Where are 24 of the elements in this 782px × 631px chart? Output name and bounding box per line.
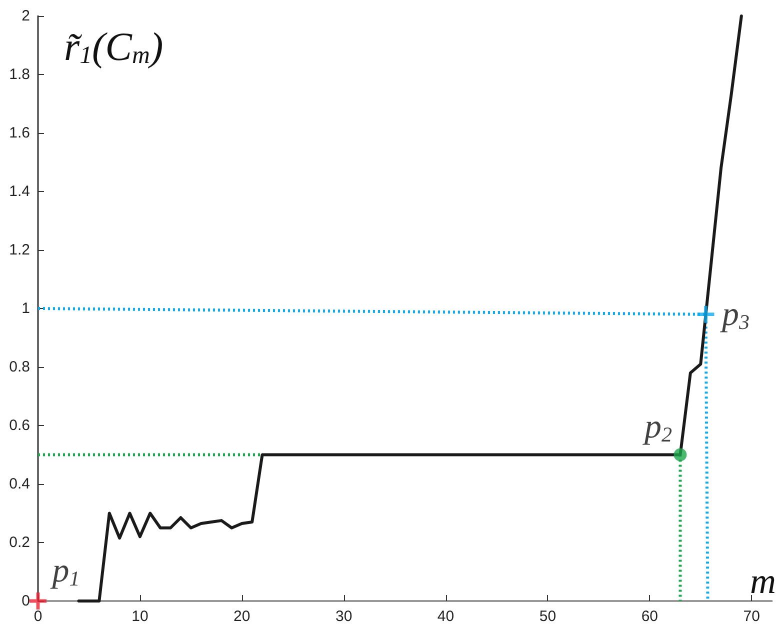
y-axis-title: r̃1(Cm) (64, 24, 164, 69)
y-tick-label: 1.2 (9, 242, 30, 258)
point (30, 592, 46, 610)
x-tick-label: 10 (132, 608, 148, 625)
point (697, 306, 714, 323)
point (674, 448, 687, 462)
x-tick-label: 30 (335, 608, 352, 625)
x-tick-label: 0 (34, 608, 42, 625)
y-tick-label: 0 (22, 592, 30, 610)
x-tick-label: 70 (743, 608, 760, 625)
x-tick-label: 50 (539, 608, 556, 625)
y-tick-label: 2 (22, 8, 30, 24)
y-tick-label: 0.2 (9, 534, 30, 551)
y-tick-label: 1.8 (9, 66, 30, 83)
x-tick-label: 60 (641, 608, 658, 625)
x-tick-label: 40 (437, 608, 454, 625)
x-axis-title: m (750, 561, 776, 601)
y-tick-label: 1 (22, 300, 30, 317)
y-tick-label: 1.6 (9, 124, 30, 142)
x-tick-label: 20 (234, 608, 250, 625)
y-tick-label: 0.6 (9, 417, 30, 434)
y-tick-label: 0.8 (9, 358, 30, 376)
y-tick-label: 0.4 (9, 476, 30, 492)
y-tick-label: 1.4 (9, 183, 30, 200)
